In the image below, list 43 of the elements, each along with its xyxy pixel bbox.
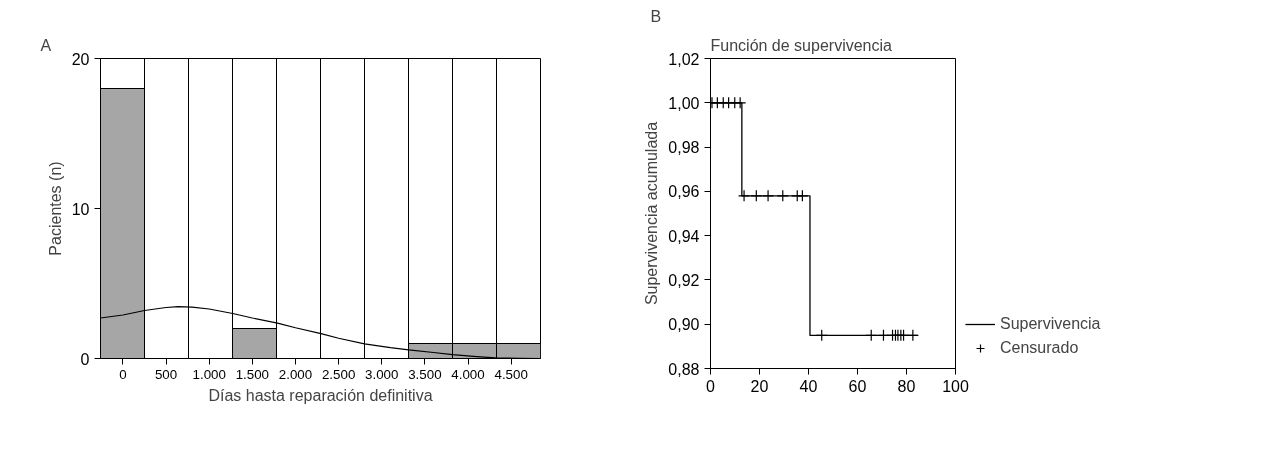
x-tick-label: 80 [897, 377, 916, 395]
x-tick-label: 3.500 [408, 366, 442, 382]
point [865, 329, 878, 342]
x-tick-label: 3.000 [365, 366, 399, 382]
point [761, 189, 775, 202]
legend-label: Supervivencia [1000, 315, 1101, 333]
y-tick-label: 0,88 [668, 360, 700, 378]
point [776, 189, 789, 202]
x-axis-title: Días hasta reparación definitiva [208, 386, 433, 404]
x-tick-label: 20 [750, 377, 769, 395]
y-tick-label: 0,90 [668, 316, 700, 334]
x-tick-label: 4.500 [494, 366, 528, 382]
x-tick-label: 1.500 [235, 366, 270, 382]
y-tick-label: 10 [71, 200, 90, 218]
x-tick-label: 0 [706, 377, 716, 395]
point [815, 329, 828, 342]
chart-title: Función de supervivencia [710, 36, 893, 54]
point [734, 96, 747, 109]
text: B [650, 7, 662, 25]
y-tick-label: 0,98 [668, 139, 700, 157]
x-tick-label: 0 [119, 366, 127, 382]
y-tick-label: 1,02 [668, 50, 700, 68]
text: A [40, 36, 52, 54]
y-tick-label: 0,96 [668, 183, 700, 201]
y-axis-title: Pacientes (n) [46, 161, 64, 256]
point [737, 189, 751, 202]
x-tick-label: 100 [942, 377, 969, 395]
point [750, 189, 763, 202]
x-tick-label: 2.000 [278, 366, 313, 382]
y-axis-title: Supervivencia acumulada [643, 121, 661, 306]
x-tick-label: 1.000 [192, 366, 226, 382]
y-tick-label: 20 [71, 50, 90, 68]
x-tick-label: 500 [154, 366, 178, 382]
y-tick-label: 0 [80, 350, 90, 368]
y-tick-label: 0,92 [668, 271, 700, 289]
point [877, 329, 890, 342]
y-tick-label: 1,00 [668, 94, 700, 112]
legend-label: Censurado [1000, 339, 1079, 357]
x-tick-label: 60 [848, 377, 867, 395]
x-tick-label: 40 [799, 377, 818, 395]
y-tick-label: 0,94 [668, 227, 700, 245]
x-tick-label: 2.500 [321, 366, 356, 382]
x-tick-label: 4.000 [451, 366, 485, 382]
